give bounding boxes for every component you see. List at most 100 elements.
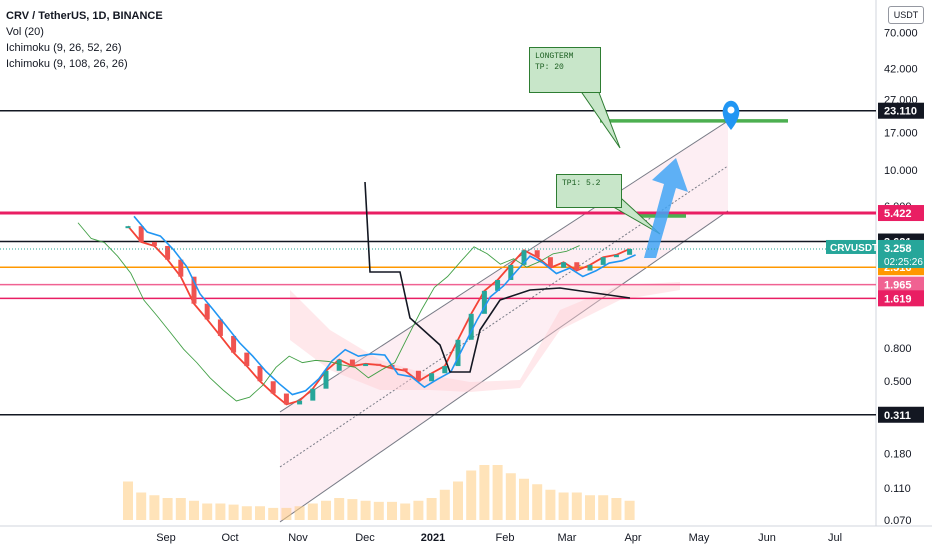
volume-bar: [439, 489, 450, 520]
volume-bar: [321, 500, 331, 520]
volume-bar: [492, 465, 503, 520]
candle: [191, 276, 197, 304]
last-price-tag: [878, 239, 924, 268]
channel-lower-line: [279, 210, 729, 523]
indicator-volume[interactable]: Vol (20): [6, 26, 44, 38]
x-tick-label: Sep: [156, 532, 176, 544]
longterm-target: TP: 20: [535, 63, 564, 72]
candle: [613, 254, 619, 258]
volume-bar: [545, 489, 556, 520]
ichimoku-tenkan-line: [133, 215, 636, 396]
currency-button[interactable]: USDT: [888, 6, 924, 24]
y-tick-label: 10.000: [884, 165, 918, 177]
volume-bar: [558, 492, 569, 520]
target-marker-icon: [722, 100, 740, 130]
candle: [363, 363, 369, 367]
last-price-label: 3.258: [884, 243, 912, 255]
volume-bar: [294, 506, 305, 520]
volume-bar: [241, 506, 252, 520]
candle: [125, 226, 131, 229]
volume-bar: [505, 473, 516, 520]
volume-bar: [532, 484, 543, 520]
volume-bar: [347, 499, 358, 520]
volume-bar: [585, 495, 595, 520]
tp1-annotation[interactable]: TP1: 5.2: [556, 174, 622, 208]
indicator-ichimoku-1[interactable]: Ichimoku (9, 26, 52, 26): [6, 42, 122, 54]
candle: [495, 279, 501, 291]
volume-bar: [453, 481, 463, 520]
volume-bar: [598, 495, 609, 520]
symbol-tag-label: CRVUSDT: [830, 243, 878, 254]
x-tick-label: Apr: [624, 532, 641, 544]
candle: [376, 363, 382, 366]
symbol-tag: [826, 239, 876, 254]
volume-bar: [624, 500, 635, 520]
candle: [244, 352, 250, 367]
volume-bar: [466, 470, 477, 520]
volume-bar: [189, 500, 199, 520]
y-tick-label: 0.500: [884, 376, 912, 388]
ichimoku-kijun-long: [364, 181, 631, 373]
volume-bar: [307, 503, 318, 520]
candle: [270, 381, 276, 394]
volume-bar: [360, 500, 371, 520]
volume-bar: [202, 503, 213, 520]
candle: [231, 335, 237, 353]
candle: [297, 400, 303, 405]
volume-bar: [255, 506, 265, 520]
countdown-label: 02:25:26: [884, 257, 923, 268]
x-tick-label: Oct: [221, 532, 238, 544]
volume-bar: [149, 495, 160, 520]
candle: [534, 250, 540, 258]
candle: [415, 370, 421, 382]
candle: [310, 388, 316, 401]
y-tick-label: 42.000: [884, 64, 918, 76]
candle: [574, 262, 580, 271]
y-tick-label: 17.000: [884, 127, 918, 139]
candle: [138, 226, 144, 242]
candle: [481, 290, 487, 314]
candle: [600, 257, 606, 265]
chikou-line: [77, 222, 580, 402]
longterm-label: LONGTERM: [535, 52, 574, 61]
candle: [349, 359, 355, 367]
x-tick-label: Feb: [496, 532, 515, 544]
volume-bar: [387, 501, 397, 520]
candle: [455, 339, 461, 367]
candle: [151, 241, 157, 246]
x-tick-label: Dec: [355, 532, 375, 544]
volume-bar: [413, 500, 424, 520]
volume-bar: [136, 492, 147, 520]
candle: [442, 366, 448, 374]
volume-bar: [519, 478, 529, 520]
x-tick-label: Jul: [828, 532, 842, 544]
candle: [336, 359, 342, 371]
level-price-label: 1.965: [884, 280, 912, 292]
volume-bar: [611, 498, 622, 520]
chart-legend: CRV / TetherUS, 1D, BINANCE Vol (20) Ich…: [6, 8, 163, 72]
volume-bar: [175, 498, 186, 520]
candle: [468, 313, 474, 340]
candle: [561, 262, 567, 268]
volume-bar: [268, 507, 279, 520]
volume-bar: [571, 492, 582, 520]
candle: [521, 250, 527, 265]
candle: [429, 373, 435, 382]
indicator-ichimoku-2[interactable]: Ichimoku (9, 108, 26, 26): [6, 58, 128, 70]
candle: [547, 257, 553, 268]
level-price-tag: [878, 205, 924, 222]
candle: [402, 368, 408, 371]
ichimoku-cloud: [290, 282, 680, 392]
x-tick-label: Mar: [558, 532, 577, 544]
level-price-label: 23.110: [884, 106, 917, 118]
x-tick-label: Nov: [288, 532, 308, 544]
candle: [165, 245, 171, 260]
longterm-annotation[interactable]: LONGTERM TP: 20: [529, 47, 601, 93]
level-price-tag: [878, 406, 924, 423]
candle: [178, 259, 184, 277]
candle: [204, 303, 210, 320]
x-tick-label: 2021: [421, 532, 445, 544]
candle: [257, 366, 263, 382]
